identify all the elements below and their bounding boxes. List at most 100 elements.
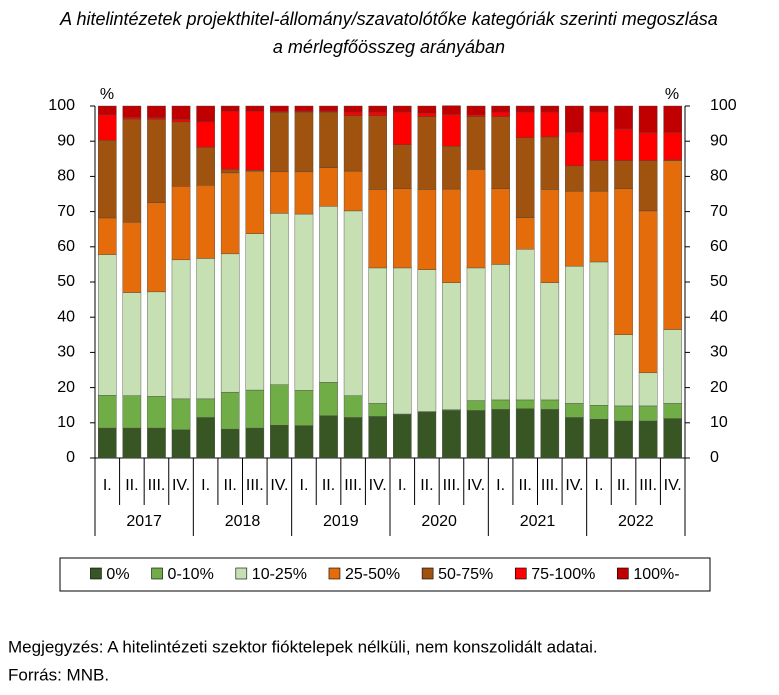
y-tick-label: 90 xyxy=(57,132,75,149)
bar-segment xyxy=(245,111,265,171)
bar-segment xyxy=(343,210,363,396)
x-tick-label: IV. xyxy=(664,477,682,494)
bar-segment xyxy=(368,189,388,269)
bar-segment xyxy=(122,427,142,459)
bar-segment xyxy=(294,425,314,459)
bar-segment xyxy=(442,282,461,410)
bar-segment xyxy=(220,428,240,459)
bar-segment xyxy=(122,395,142,429)
y-tick-label: 80 xyxy=(57,168,75,185)
bar-segment xyxy=(417,116,437,190)
legend-label: 0-10% xyxy=(168,566,214,583)
bar-segment xyxy=(196,398,215,418)
x-tick-label: II. xyxy=(519,477,532,494)
bar-segment xyxy=(589,160,609,192)
x-tick-label: I. xyxy=(496,477,505,494)
bar-segment xyxy=(220,111,240,170)
bar-segment xyxy=(392,144,412,189)
chart-title: a mérlegfőösszeg arányában xyxy=(273,37,505,57)
bar-segment xyxy=(270,112,289,173)
bar-segment xyxy=(614,160,633,189)
x-tick-label: IV. xyxy=(270,477,288,494)
x-tick-label: III. xyxy=(639,477,657,494)
bar-segment xyxy=(319,111,338,168)
x-tick-label: II. xyxy=(322,477,335,494)
group-label: 2022 xyxy=(618,513,654,530)
bar-segment xyxy=(515,105,535,113)
bar-segment xyxy=(515,137,535,218)
bar-segment xyxy=(270,213,289,385)
legend-swatch xyxy=(328,567,341,580)
bar-segment xyxy=(245,170,265,234)
bar-segment xyxy=(319,167,338,207)
bar-segment xyxy=(294,105,314,112)
x-tick-label: IV. xyxy=(172,477,190,494)
bar-segment xyxy=(515,399,535,409)
legend-swatch xyxy=(514,567,527,580)
x-tick-label: IV. xyxy=(369,477,387,494)
x-tick-label: I. xyxy=(398,477,407,494)
bar-segment xyxy=(614,188,633,336)
bar-segment xyxy=(515,217,535,250)
y2-tick-label: 90 xyxy=(710,132,728,149)
bar-segment xyxy=(589,419,609,459)
bar-segment xyxy=(638,372,658,407)
bar-segment xyxy=(417,412,437,459)
bar-segment xyxy=(491,399,510,410)
bar-segment xyxy=(565,165,584,192)
y-tick-label: 50 xyxy=(57,273,75,290)
bar-segment xyxy=(245,427,265,459)
bar-segment xyxy=(196,184,215,259)
bar-segment xyxy=(392,267,412,415)
bar-segment xyxy=(97,395,117,429)
bar-segment xyxy=(491,111,510,117)
legend-swatch xyxy=(151,567,163,580)
bar-segment xyxy=(466,169,486,269)
y2-tick-label: 100 xyxy=(710,97,737,114)
bar-segment xyxy=(638,160,658,212)
bar-segment xyxy=(343,105,363,113)
bar-segment xyxy=(638,420,658,459)
y2-tick-label: 10 xyxy=(710,414,728,431)
chart-title: A hitelintézetek projekthitel-állomány/s… xyxy=(59,9,718,29)
bar-segment xyxy=(171,119,191,123)
bar-segment xyxy=(663,329,683,404)
bar-segment xyxy=(319,382,338,416)
group-label: 2018 xyxy=(225,513,261,530)
bar-segment xyxy=(97,139,117,219)
legend-swatch xyxy=(421,567,434,580)
bar-segment xyxy=(442,188,461,283)
bar-segment xyxy=(442,410,461,459)
x-tick-label: II. xyxy=(125,477,138,494)
bar-segment xyxy=(565,403,584,418)
bar-segment xyxy=(147,291,166,397)
bar-segment xyxy=(171,121,191,187)
bar-segment xyxy=(663,132,683,161)
legend-label: 75-100% xyxy=(531,566,595,583)
bar-segment xyxy=(491,264,510,401)
bar-segment xyxy=(663,105,683,133)
bar-segment xyxy=(638,210,658,374)
bar-segment xyxy=(319,206,338,383)
bar-segment xyxy=(442,105,461,115)
bar-segment xyxy=(491,116,510,189)
bar-segment xyxy=(122,292,142,396)
y-unit: % xyxy=(100,86,114,103)
group-label: 2017 xyxy=(126,513,162,530)
x-tick-label: III. xyxy=(443,477,461,494)
y2-tick-label: 80 xyxy=(710,168,728,185)
bar-segment xyxy=(97,217,117,255)
bar-segment xyxy=(466,116,486,170)
group-label: 2020 xyxy=(421,513,457,530)
y2-tick-label: 20 xyxy=(710,379,728,396)
bar-segment xyxy=(147,119,166,204)
legend-label: 25-50% xyxy=(345,566,400,583)
bar-segment xyxy=(491,188,510,265)
bar-segment xyxy=(368,115,388,190)
bar-segment xyxy=(368,416,388,459)
bar-segment xyxy=(147,427,166,459)
bar-segment xyxy=(343,115,363,172)
bar-segment xyxy=(565,190,584,267)
bar-segment xyxy=(319,105,338,112)
